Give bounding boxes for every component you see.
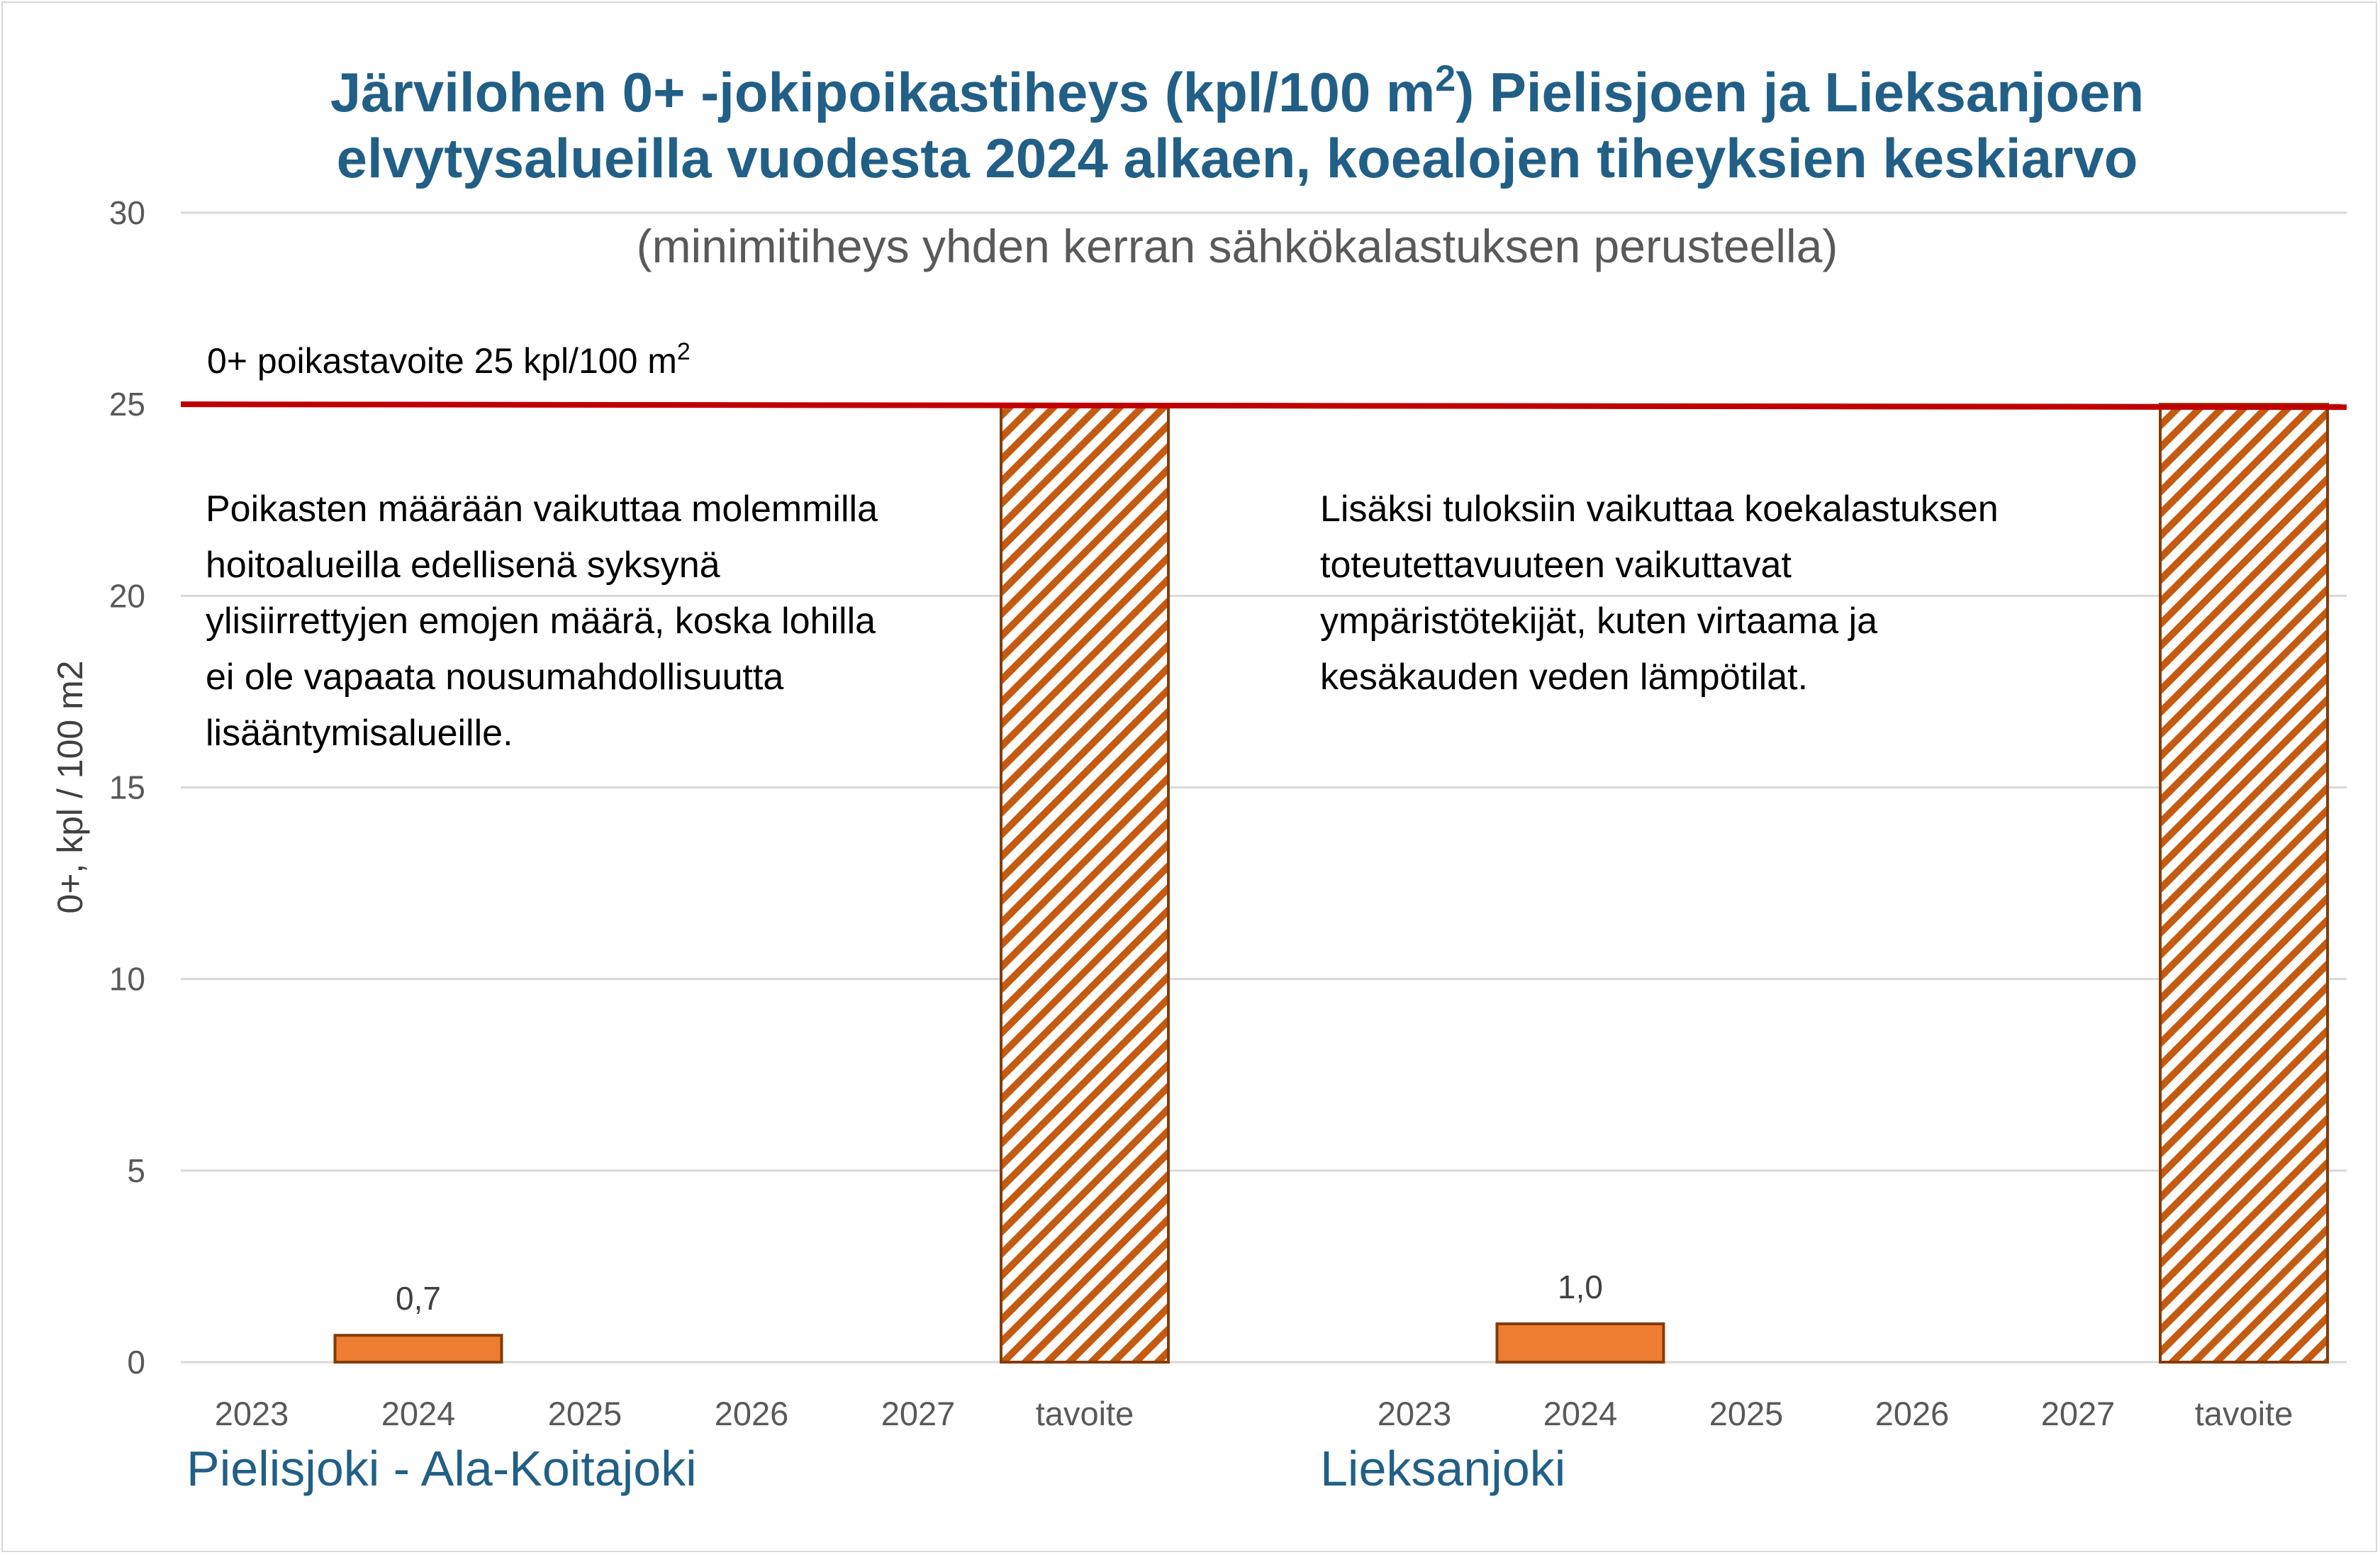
y-tick-label: 0: [127, 1344, 145, 1381]
y-tick-label: 15: [109, 769, 145, 806]
data-label: 0,7: [396, 1280, 441, 1317]
target-line: [180, 401, 2347, 411]
x-tick-label: 2023: [215, 1395, 289, 1432]
x-tick-label: 2027: [2041, 1395, 2116, 1432]
target-line-label: 0+ poikastavoite 25 kpl/100 m2: [207, 338, 691, 381]
x-tick-label: 2025: [1709, 1395, 1784, 1432]
data-bar: [1495, 1322, 1665, 1364]
x-tick-label: 2024: [381, 1395, 456, 1432]
target-bar: [2159, 403, 2329, 1364]
x-tick-label: tavoite: [2195, 1395, 2293, 1432]
x-tick-label: 2027: [881, 1395, 956, 1432]
chart-subtitle: (minimitiheys yhden kerran sähkökalastuk…: [637, 220, 1838, 272]
chart-title-line: Järvilohen 0+ -jokipoikastiheys (kpl/100…: [330, 58, 2144, 123]
group-label: Pielisjoki - Ala-Koitajoki: [186, 1441, 697, 1496]
annotation-line: toteutettavuuteen vaikuttavat: [1320, 545, 1792, 586]
y-tick-label: 5: [127, 1152, 145, 1189]
x-tick-label: tavoite: [1036, 1395, 1134, 1432]
y-tick-label: 25: [109, 386, 145, 423]
x-tick-label: 2024: [1543, 1395, 1618, 1432]
y-axis-title: 0+, kpl / 100 m2: [50, 660, 90, 913]
group-label: Lieksanjoki: [1320, 1441, 1565, 1496]
x-tick-label: 2023: [1378, 1395, 1452, 1432]
annotation-line: kesäkauden veden lämpötilat.: [1320, 657, 1808, 698]
annotation-line: ylisiirrettyjen emojen määrä, koska lohi…: [206, 601, 876, 642]
annotation-line: ei ole vapaata nousumahdollisuutta: [206, 657, 783, 698]
x-tick-label: 2026: [715, 1395, 789, 1432]
annotation-line: Lisäksi tuloksiin vaikuttaa koekalastuks…: [1320, 489, 1999, 530]
chart-title-line: elvytysalueilla vuodesta 2024 alkaen, ko…: [337, 127, 2138, 189]
data-label: 1,0: [1558, 1269, 1603, 1305]
annotation-line: Poikasten määrään vaikuttaa molemmilla: [206, 489, 878, 530]
y-tick-label: 30: [109, 194, 145, 231]
x-tick-label: 2026: [1875, 1395, 1950, 1432]
annotation-line: hoitoalueilla edellisenä syksynä: [206, 545, 720, 586]
y-tick-label: 20: [109, 577, 145, 614]
annotation-line: lisääntymisalueille.: [206, 713, 513, 754]
annotation-line: ympäristötekijät, kuten virtaama ja: [1320, 601, 1877, 642]
data-bar: [333, 1334, 503, 1364]
y-tick-label: 10: [109, 961, 145, 998]
target-bar: [1000, 403, 1170, 1364]
x-tick-label: 2025: [548, 1395, 622, 1432]
